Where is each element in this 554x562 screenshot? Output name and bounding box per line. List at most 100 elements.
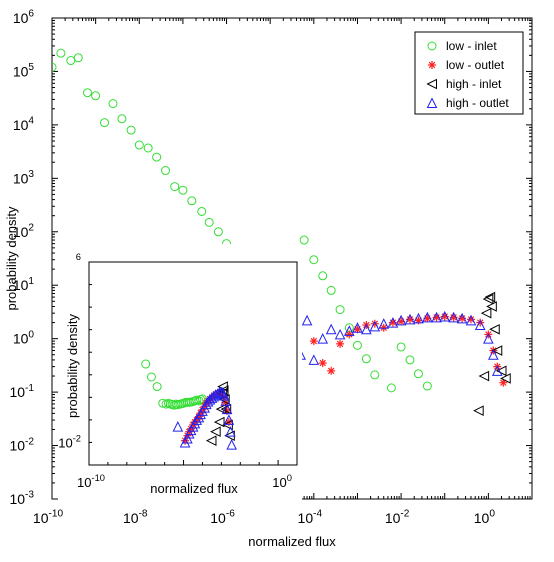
legend-label: low - inlet [446,39,497,53]
y-tick-label: 100 [13,329,35,346]
data-point-asterisk [379,323,388,332]
data-point-circle [143,143,153,153]
data-point-circle [52,62,57,72]
data-point-circle [318,271,328,281]
inset-data-point-triangle-left [210,426,221,437]
inset-data-point-triangle-up [220,395,232,406]
data-point-triangle-left [482,293,494,305]
data-point-triangle-up [325,323,337,335]
data-point-circle [213,227,223,237]
legend-label: high - inlet [446,77,502,91]
data-point-circle [197,206,207,216]
data-point-triangle-up [474,319,486,331]
inset-x-tick-label: 100 [272,473,292,490]
inset-data-point-circle [141,359,151,369]
data-point-triangle-up [404,313,416,325]
inset-data-point-triangle-left [222,419,233,431]
inset-x-axis-label: normalized flux [150,481,238,496]
y-axis-label: probability density [4,206,19,311]
legend-label: low - outlet [446,58,505,72]
data-point-circle [56,48,66,58]
data-point-triangle-left [491,345,503,356]
x-tick-label: 10-10 [33,509,64,526]
data-point-circle [187,196,197,206]
data-point-triangle-up [422,311,433,323]
data-point-triangle-left [473,405,484,416]
data-point-circle [370,370,380,380]
data-point-triangle-up [483,333,494,344]
data-point-circle [386,383,396,393]
data-point-circle [335,305,345,315]
data-point-circle [178,185,188,195]
data-point-triangle-up [308,354,320,365]
inset-data-point-triangle-up [223,414,235,425]
inset-data-point-triangle-up [208,390,220,402]
data-point-circle [309,255,319,265]
data-point-triangle-left [495,365,507,377]
y-tick-label: 10-1 [9,383,34,400]
data-point-triangle-left [480,307,492,319]
inset-background [58,244,302,502]
data-point-triangle-up [488,349,499,360]
data-point-circle [126,125,136,135]
data-point-circle [82,88,92,98]
data-point-circle [396,342,406,352]
inset-data-point-triangle-left [215,403,227,415]
data-point-triangle-up [317,333,329,344]
data-point-triangle-up [456,312,468,324]
y-tick-label: 103 [13,169,35,186]
inset-y-tick-label: 6 [76,252,81,262]
data-point-triangle-up [369,320,381,332]
x-axis-label: normalized flux [248,534,336,549]
data-point-triangle-left [489,323,500,335]
data-point-triangle-left [484,291,496,303]
x-tick-label: 10-2 [385,509,410,526]
data-point-circle [73,53,83,63]
x-tick-label: 100 [474,509,496,526]
data-point-circle [413,369,423,379]
data-point-triangle-up [361,323,372,335]
data-point-triangle-up [448,311,459,323]
data-point-triangle-up [465,314,477,326]
data-point-triangle-up [439,310,451,322]
data-point-asterisk [345,330,354,339]
data-point-asterisk [336,339,345,348]
data-point-circle [170,182,180,192]
inset-data-point-triangle-up [172,421,184,432]
main-plot: 10-10 10-8 10-6 10-4 10-2 10010-310-210-11001… [4,9,533,549]
y-tick-label: 104 [13,116,35,133]
data-point-triangle-up [352,322,363,333]
data-point-circle [108,99,118,109]
data-point-triangle-up [413,312,424,324]
data-point-circle [134,140,144,150]
inset-data-point-triangle-up [191,414,203,425]
x-tick-label: 10-8 [123,509,148,526]
data-point-triangle-up [301,314,313,326]
x-tick-label: 10-6 [210,509,235,526]
inset-data-point-triangle-up [225,426,236,437]
data-point-triangle-up [431,311,442,323]
data-point-circle [204,217,214,227]
data-point-circle [91,91,101,101]
inset-data-points [141,359,237,450]
inset-plot-frame [88,261,298,466]
data-point-asterisk [327,366,336,375]
inset-y-tick-label: 10-2 [58,434,81,451]
data-point-triangle-left [500,373,511,384]
y-tick-label: 102 [13,222,35,239]
data-point-triangle-up [334,328,346,340]
data-point-triangle-left [478,370,490,382]
inset-data-point-triangle-up [226,439,237,450]
legend-label: high - outlet [446,96,509,110]
y-tick-label: 10-3 [9,490,34,507]
inset-data-point-circle [146,372,156,382]
y-tick-label: 101 [13,276,35,293]
legend-marker-circle [427,41,437,51]
data-point-asterisk [309,337,318,346]
legend-marker-asterisk [428,61,436,69]
data-point-circle [161,166,171,176]
inset-data-point-triangle-up [221,403,233,415]
data-point-triangle-up [395,314,407,326]
